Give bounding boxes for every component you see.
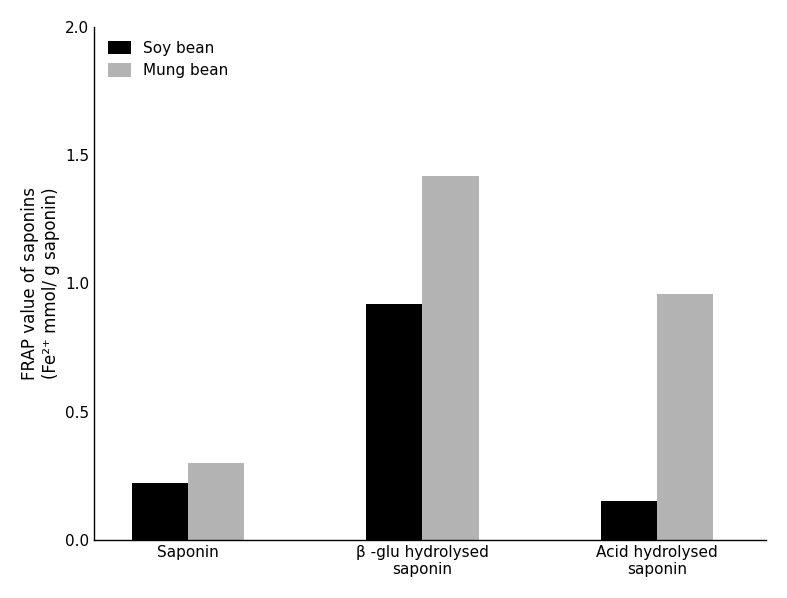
Bar [600,502,657,540]
Bar [188,463,244,540]
Bar [366,304,423,540]
Y-axis label: FRAP value of saponins
(Fe²⁺ mmol/ g saponin): FRAP value of saponins (Fe²⁺ mmol/ g sap… [20,187,60,380]
Bar [131,483,188,540]
Legend: Soy bean, Mung bean: Soy bean, Mung bean [102,35,235,84]
Bar [657,294,713,540]
Bar [423,176,478,540]
